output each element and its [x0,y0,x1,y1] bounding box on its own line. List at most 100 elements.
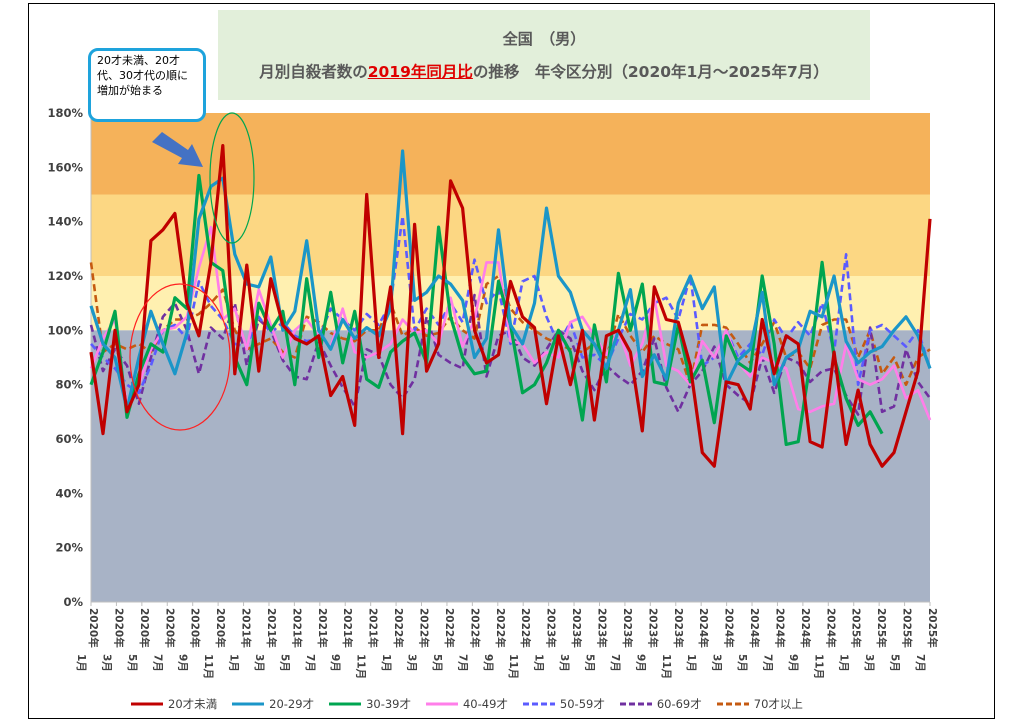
x-tick-label-month: 9月 [787,654,799,672]
x-tick-label: 2021年 [290,608,303,648]
x-tick-label: 2020年 [189,608,202,648]
x-tick-label: 2021年 [367,608,380,648]
x-tick-label-month: 5月 [583,654,595,672]
x-tick-label: 2023年 [595,608,608,648]
x-tick-label-month: 3月 [100,654,112,672]
x-tick-label: 2025年 [926,608,939,648]
x-tick-label-month: 7月 [609,654,621,672]
x-tick-label-month: 9月 [482,654,494,672]
legend-label: 30-39才 [366,697,411,711]
x-tick-label: 2020年 [112,608,125,648]
annotation-ellipse-red [129,283,231,431]
x-tick-label: 2023年 [545,608,558,648]
x-tick-label-month: 1月 [228,654,240,672]
x-tick-label: 2023年 [672,608,685,648]
x-tick-label: 2024年 [824,608,837,648]
x-tick-label-month: 9月 [634,654,646,672]
chart-title-line2: 月別自殺者数の2019年同月比の推移 年令区分別（2020年1月～2025年7月… [218,60,870,82]
x-tick-label-month: 5月 [126,654,138,672]
x-tick-label: 2020年 [163,608,176,648]
x-tick-label: 2023年 [621,608,634,648]
y-tick-label: 0% [63,595,83,609]
x-tick-label-month: 1月 [533,654,545,672]
x-tick-label-month: 11月 [660,654,672,679]
x-tick-label-month: 1月 [685,654,697,672]
legend-swatch [232,702,265,706]
legend-swatch [619,702,652,706]
y-tick-label: 80% [55,378,83,392]
x-tick-label: 2020年 [87,608,100,648]
x-tick-label-month: 7月 [456,654,468,672]
x-tick-label-month: 5月 [736,654,748,672]
legend-swatch [425,702,458,706]
x-tick-label-month: 11月 [355,654,367,679]
x-tick-label: 2024年 [748,608,761,648]
x-tick-label: 2021年 [265,608,278,648]
legend-item: 20-29才 [231,696,314,712]
series-line-2 [89,173,884,446]
title-pre: 月別自殺者数の [259,63,368,81]
x-tick-label: 2025年 [850,608,863,648]
annotation-callout: 20才未満、20才代、30才代の順に増加が始まる [88,48,206,122]
title-box: 全国 （男） 月別自殺者数の2019年同月比の推移 年令区分別（2020年1月～… [218,10,870,100]
x-tick-label-month: 3月 [406,654,418,672]
y-tick-label: 120% [47,269,83,283]
legend-item: 50-59才 [522,696,605,712]
y-tick-label: 140% [47,215,83,229]
x-tick-label-month: 7月 [151,654,163,672]
x-tick-label: 2024年 [697,608,710,648]
x-tick-label-month: 5月 [431,654,443,672]
x-tick-label: 2021年 [341,608,354,648]
x-tick-label: 2022年 [392,608,405,648]
chart-title-line1: 全国 （男） [502,30,586,48]
x-tick-label-month: 9月 [177,654,189,672]
y-tick-label: 100% [47,323,83,337]
x-tick-label: 2025年 [875,608,888,648]
x-tick-label: 2021年 [316,608,329,648]
x-tick-label-month: 3月 [558,654,570,672]
x-tick-label-month: 1月 [838,654,850,672]
chart-frame [28,3,995,719]
legend-item: 60-69才 [619,696,702,712]
x-tick-label: 2024年 [723,608,736,648]
x-tick-label: 2024年 [799,608,812,648]
series-line-1 [89,149,932,411]
x-tick-label: 2025年 [901,608,914,648]
x-tick-label-month: 1月 [380,654,392,672]
x-tick-label: 2022年 [418,608,431,648]
series-line-0 [89,144,932,468]
annotation-arrow-icon [152,132,203,167]
legend-swatch [716,702,749,706]
x-tick-label: 2022年 [494,608,507,648]
legend-label: 60-69才 [656,697,702,711]
y-tick-label: 20% [55,541,83,555]
title-post: の推移 年令区分別（2020年1月～2025年7月） [472,63,829,81]
x-tick-label-month: 3月 [253,654,265,672]
x-tick-label-month: 1月 [75,654,87,672]
x-tick-label: 2022年 [519,608,532,648]
x-tick-label-month: 9月 [329,654,341,672]
x-tick-label: 2020年 [214,608,227,648]
y-tick-label: 40% [55,486,83,500]
legend-swatch [329,702,362,706]
legend-label: 20才未満 [168,697,218,711]
legend-label: 70才以上 [753,697,803,711]
y-tick-label: 160% [47,160,83,174]
legend: 20才未満 20-29才 30-39才 40-49才 50-59才 60-69才 70才以上 [130,695,803,713]
legend-label: 50-59才 [559,697,605,711]
legend-item: 70才以上 [716,696,803,712]
x-tick-label: 2020年 [138,608,151,648]
x-tick-label-month: 3月 [711,654,723,672]
x-tick-label-month: 7月 [761,654,773,672]
x-tick-label: 2023年 [646,608,659,648]
legend-label: 40-49才 [462,697,508,711]
x-tick-label-month: 11月 [507,654,519,679]
legend-item: 20才未満 [130,696,217,712]
x-tick-label: 2022年 [468,608,481,648]
band-0 [91,113,930,195]
x-tick-label-month: 7月 [304,654,316,672]
legend-label: 20-29才 [269,697,315,711]
annotation-ellipse-green [209,112,255,244]
legend-swatch [522,702,555,706]
